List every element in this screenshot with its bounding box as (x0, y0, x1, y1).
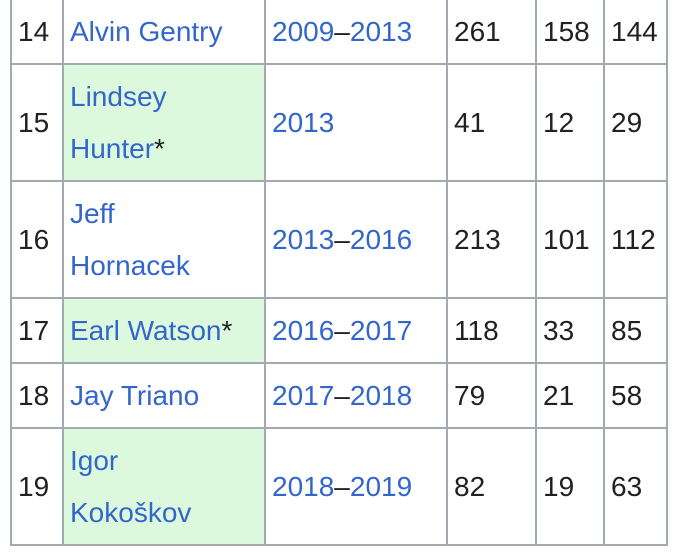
coach-link[interactable]: Earl Watson (70, 315, 222, 346)
rank-cell-text: 17 (18, 315, 50, 346)
games-cell-text: 118 (454, 315, 499, 346)
name-cell: Lindsey Hunter* (62, 63, 266, 182)
year-separator: – (334, 315, 350, 346)
games-cell-text: 79 (454, 380, 486, 411)
wins-cell-text: 33 (543, 315, 575, 346)
losses-cell-text: 144 (611, 16, 658, 47)
table-row: 18 Jay Triano 2017–2018 79 21 58 (10, 362, 668, 429)
wins-cell-text: 158 (543, 16, 590, 47)
wins-cell: 101 (535, 180, 605, 299)
rank-cell: 18 (10, 362, 64, 429)
wins-cell-text: 21 (543, 380, 575, 411)
games-cell-text: 261 (454, 16, 501, 47)
wins-cell: 158 (535, 0, 605, 65)
table-row: 14 Alvin Gentry 2009–2013 261 158 144 (10, 0, 668, 65)
rank-cell-text: 15 (18, 107, 50, 138)
coach-link[interactable]: Igor Kokoškov (70, 445, 192, 528)
footnote-mark: * (221, 315, 233, 346)
tenure-cell: 2009–2013 (264, 0, 448, 65)
losses-cell-text: 29 (611, 107, 643, 138)
coach-link[interactable]: Jeff Hornacek (70, 198, 190, 281)
rank-cell-text: 19 (18, 471, 50, 502)
footnote-mark: * (154, 133, 165, 164)
losses-cell: 112 (603, 180, 668, 299)
rank-cell: 17 (10, 297, 64, 364)
wins-cell: 19 (535, 427, 605, 546)
year-link[interactable]: 2013 (349, 16, 413, 47)
games-cell: 118 (446, 297, 537, 364)
wins-cell-text: 19 (543, 471, 575, 502)
games-cell-text: 213 (454, 224, 501, 255)
wins-cell: 21 (535, 362, 605, 429)
wins-cell-text: 12 (543, 107, 575, 138)
losses-cell: 58 (603, 362, 668, 429)
table-row: 16 Jeff Hornacek 2013–2016 213 101 112 (10, 180, 668, 299)
table-body: 14 Alvin Gentry 2009–2013 261 158 144 15 Lindse… (10, 0, 668, 546)
wins-cell-text: 101 (543, 224, 590, 255)
rank-cell: 16 (10, 180, 64, 299)
wins-cell: 12 (535, 63, 605, 182)
games-cell: 82 (446, 427, 537, 546)
games-cell: 41 (446, 63, 537, 182)
year-link[interactable]: 2019 (349, 471, 413, 502)
losses-cell-text: 85 (611, 315, 643, 346)
tenure-cell: 2013–2016 (264, 180, 448, 299)
coach-link[interactable]: Lindsey Hunter (70, 81, 167, 164)
name-cell: Alvin Gentry (62, 0, 266, 65)
games-cell: 213 (446, 180, 537, 299)
year-link[interactable]: 2016 (349, 224, 413, 255)
tenure-cell: 2018–2019 (264, 427, 448, 546)
tenure-cell: 2017–2018 (264, 362, 448, 429)
year-link[interactable]: 2018 (349, 380, 413, 411)
name-cell: Jay Triano (62, 362, 266, 429)
games-cell-text: 41 (454, 107, 486, 138)
year-link[interactable]: 2017 (349, 315, 413, 346)
name-cell: Jeff Hornacek (62, 180, 266, 299)
rank-cell: 14 (10, 0, 64, 65)
year-link[interactable]: 2016 (272, 315, 335, 346)
year-separator: – (334, 471, 350, 502)
year-separator: – (334, 224, 350, 255)
wins-cell: 33 (535, 297, 605, 364)
rank-cell: 19 (10, 427, 64, 546)
table-row: 17 Earl Watson* 2016–2017 118 33 85 (10, 297, 668, 364)
table-row: 19 Igor Kokoškov 2018–2019 82 19 63 (10, 427, 668, 546)
games-cell: 79 (446, 362, 537, 429)
games-cell-text: 82 (454, 471, 486, 502)
year-separator: – (334, 16, 350, 47)
year-link[interactable]: 2013 (272, 224, 335, 255)
year-separator: – (334, 380, 350, 411)
name-cell: Igor Kokoškov (62, 427, 266, 546)
rank-cell: 15 (10, 63, 64, 182)
coach-link[interactable]: Jay Triano (70, 380, 200, 411)
losses-cell: 29 (603, 63, 668, 182)
losses-cell-text: 63 (611, 471, 643, 502)
losses-cell: 63 (603, 427, 668, 546)
year-link[interactable]: 2017 (272, 380, 335, 411)
rank-cell-text: 14 (18, 16, 50, 47)
losses-cell: 85 (603, 297, 668, 364)
rank-cell-text: 18 (18, 380, 50, 411)
losses-cell-text: 112 (611, 224, 656, 255)
table-row: 15 Lindsey Hunter* 2013 41 12 29 (10, 63, 668, 182)
tenure-cell: 2013 (264, 63, 448, 182)
tenure-cell: 2016–2017 (264, 297, 448, 364)
year-link[interactable]: 2013 (272, 107, 335, 138)
year-link[interactable]: 2018 (272, 471, 335, 502)
games-cell: 261 (446, 0, 537, 65)
year-link[interactable]: 2009 (272, 16, 335, 47)
coach-link[interactable]: Alvin Gentry (70, 16, 223, 47)
losses-cell-text: 58 (611, 380, 643, 411)
losses-cell: 144 (603, 0, 668, 65)
coaches-table: 14 Alvin Gentry 2009–2013 261 158 144 15 Lindse… (10, 0, 668, 546)
name-cell: Earl Watson* (62, 297, 266, 364)
rank-cell-text: 16 (18, 224, 50, 255)
